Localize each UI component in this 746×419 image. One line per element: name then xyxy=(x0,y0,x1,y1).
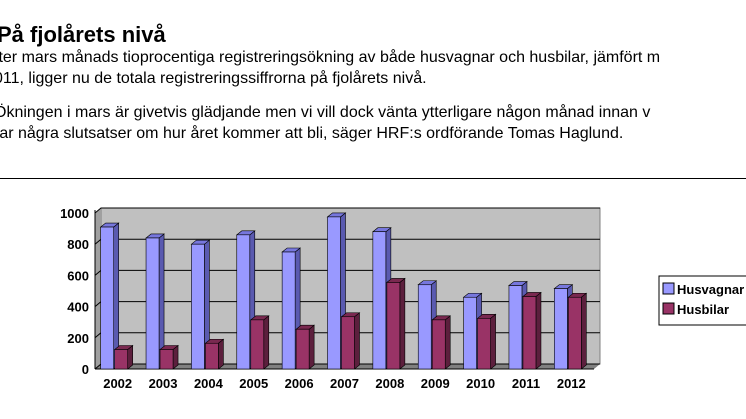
bar-husbilar-2006 xyxy=(295,328,310,370)
y-tick-label: 0 xyxy=(82,362,89,377)
x-tick-label: 2006 xyxy=(285,376,314,391)
legend-swatch xyxy=(662,302,675,315)
bar-husbilar-2008 xyxy=(386,282,401,370)
bar-side xyxy=(308,324,315,370)
bar-side xyxy=(535,291,542,370)
y-tick-label: 800 xyxy=(67,237,89,252)
paragraph-1-line-2: 011, ligger nu de totala registreringssi… xyxy=(0,70,427,87)
bar-side xyxy=(263,315,270,370)
bar-husvagnar-2005 xyxy=(236,234,251,370)
legend-label-husvagnar: Husvagnar xyxy=(677,282,744,297)
bar-husvagnar-2003 xyxy=(145,237,160,370)
bar-husbilar-2010 xyxy=(477,317,491,370)
x-tick-label: 2010 xyxy=(466,376,495,391)
bar-husbilar-2009 xyxy=(431,319,446,370)
bar-husvagnar-2006 xyxy=(281,251,296,370)
bar-husvagnar-2009 xyxy=(417,284,432,370)
y-tick-label: 1000 xyxy=(60,206,89,221)
legend: Husvagnar Husbilar xyxy=(658,275,746,326)
bar-husbilar-2004 xyxy=(205,342,219,370)
bar-husbilar-2011 xyxy=(522,296,537,370)
bar-side xyxy=(218,338,224,370)
x-tick-label: 2012 xyxy=(557,376,586,391)
bar-husvagnar-2010 xyxy=(463,296,477,370)
y-tick-label: 400 xyxy=(67,300,89,315)
paragraph-1-line-1: fter mars månads tioprocentiga registrer… xyxy=(0,49,661,66)
article-title: På fjolårets nivå xyxy=(0,22,166,47)
x-tick-label: 2004 xyxy=(194,376,224,391)
bar-husbilar-2003 xyxy=(159,349,174,370)
bar-husvagnar-2011 xyxy=(508,285,523,370)
x-tick-label: 2003 xyxy=(149,376,178,391)
bar-husvagnar-2004 xyxy=(191,243,205,370)
paragraph-2-line-2: rar några slutsatser om hur året kommer … xyxy=(0,125,624,142)
bar-husvagnar-2012 xyxy=(554,288,568,370)
x-tick-label: 2008 xyxy=(375,376,404,391)
x-tick-label: 2007 xyxy=(330,376,359,391)
bar-husvagnar-2002 xyxy=(100,226,114,370)
bar-husvagnar-2007 xyxy=(327,216,341,370)
paragraph-2-line-1: Ökningen i mars är givetvis glädjande me… xyxy=(0,104,651,121)
bar-husbilar-2005 xyxy=(250,319,265,370)
legend-swatch xyxy=(662,282,675,295)
bar-husbilar-2012 xyxy=(568,296,582,370)
bar-side xyxy=(354,312,360,370)
x-tick-label: 2009 xyxy=(421,376,450,391)
divider xyxy=(0,178,746,179)
bar-husvagnar-2008 xyxy=(372,231,387,370)
bar-side xyxy=(490,313,496,370)
y-tick-label: 200 xyxy=(67,331,89,346)
bar-husbilar-2007 xyxy=(341,316,355,370)
bar-husbilar-2002 xyxy=(114,349,128,370)
bar-side xyxy=(399,277,406,370)
legend-label-husbilar: Husbilar xyxy=(677,302,729,317)
bar-side xyxy=(444,315,451,370)
bar-side xyxy=(581,292,587,370)
x-tick-label: 2011 xyxy=(512,376,540,391)
plot-side-wall xyxy=(95,208,101,369)
y-tick-label: 600 xyxy=(67,268,89,283)
x-tick-label: 2005 xyxy=(239,376,268,391)
x-tick-label: 2002 xyxy=(103,376,132,391)
gridline xyxy=(94,207,600,214)
